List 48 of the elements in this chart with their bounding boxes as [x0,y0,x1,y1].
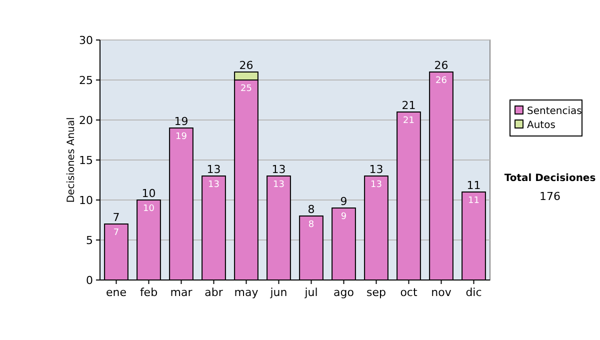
data-label: 10 [143,204,155,214]
data-label: 19 [176,132,188,142]
data-label: 21 [403,116,414,126]
data-label: 13 [273,180,284,190]
y-tick-label: 20 [79,114,93,127]
legend-label: Sentencias [527,106,582,117]
x-tick-label: sep [366,286,386,299]
x-tick-label: jun [269,286,288,299]
x-tick-label: mar [170,286,193,299]
data-label: 25 [240,84,252,94]
y-tick-label: 25 [79,74,93,87]
x-tick-label: ene [106,286,127,299]
total-label: 13 [369,163,384,176]
x-tick-label: nov [431,286,452,299]
y-tick-label: 0 [86,274,93,287]
x-tick-label: ago [334,286,354,299]
data-label: 13 [370,180,382,190]
x-tick-label: jul [304,286,318,299]
total-label: 21 [402,99,416,112]
x-tick-label: oct [400,286,418,299]
total-label: 9 [340,195,348,208]
y-tick-label: 5 [86,234,93,247]
total-label: 11 [466,179,481,192]
data-label: 9 [340,212,347,222]
total-label: 10 [142,187,156,200]
total-label: 13 [272,163,286,176]
y-tick-label: 10 [79,194,93,207]
data-label: 8 [308,220,314,230]
total-label: 7 [112,211,120,224]
y-tick-label: 15 [79,154,93,167]
legend-label: Autos [527,120,556,131]
x-tick-label: may [234,286,259,299]
x-tick-label: dic [466,286,482,299]
text: 176 [540,190,560,203]
data-label: 13 [208,180,220,190]
total-label: 26 [239,59,254,72]
x-tick-label: abr [204,286,224,299]
text: Total Decisiones [504,173,596,184]
x-tick-label: feb [140,286,158,299]
data-label: 26 [436,76,448,86]
data-label: 7 [113,228,120,238]
y-tick-label: 30 [79,34,93,47]
total-label: 8 [308,203,315,216]
y-axis-title: Decisiones Anual [66,117,77,203]
total-label: 26 [434,59,448,72]
total-label: 13 [206,163,221,176]
data-label: 11 [468,196,480,206]
total-label: 19 [174,115,188,128]
